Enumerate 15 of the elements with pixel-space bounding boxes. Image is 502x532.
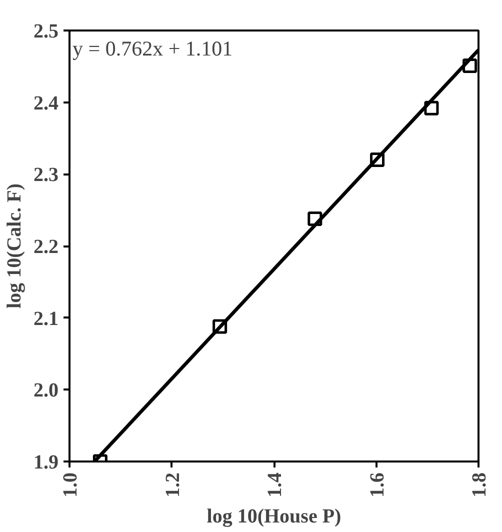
y-tick-label: 2.0 [34,380,58,402]
x-tick-label: 1.8 [468,472,490,498]
y-tick-label: 1.9 [34,452,58,474]
y-tick-label: 2.2 [34,236,58,258]
annotation: y = 0.762x + 1.101 [72,36,233,60]
x-tick-label: 1.4 [264,472,286,498]
y-tick-label: 2.5 [34,20,58,42]
x-tick-label: 1.6 [366,472,388,498]
y-axis-title: log 10(Calc. F) [4,184,26,308]
x-tick-label: 1.0 [60,472,82,498]
x-tick-label: 1.2 [162,472,184,498]
x-axis-title: log 10(House P) [206,506,342,528]
y-tick-label: 2.1 [34,308,58,330]
y-tick-label: 2.3 [34,164,58,186]
y-tick-label: 2.4 [34,92,58,114]
